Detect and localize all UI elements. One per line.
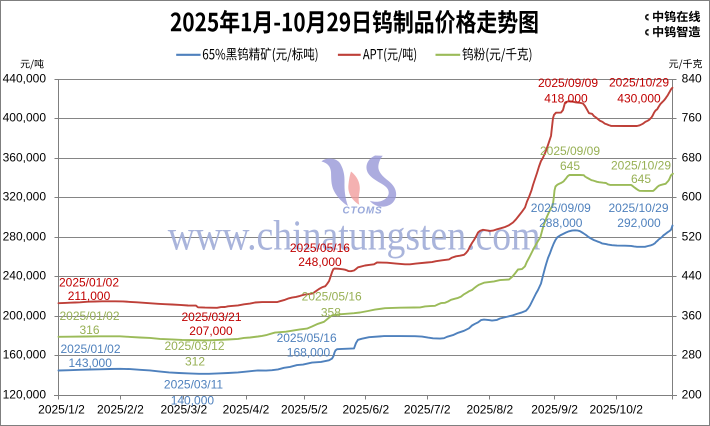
svg-text:248,000: 248,000 <box>298 255 342 269</box>
svg-text:2025/5/2: 2025/5/2 <box>281 402 328 416</box>
svg-text:2025/7/2: 2025/7/2 <box>404 402 451 416</box>
svg-text:2025/03/11: 2025/03/11 <box>164 378 223 392</box>
svg-text:520: 520 <box>682 230 702 244</box>
svg-text:440: 440 <box>682 269 702 283</box>
svg-text:2025/01/02: 2025/01/02 <box>59 275 119 289</box>
svg-text:2025/03/12: 2025/03/12 <box>164 339 224 353</box>
svg-text:2025/4/2: 2025/4/2 <box>223 402 270 416</box>
svg-text:400,000: 400,000 <box>3 111 47 125</box>
svg-text:2025/05/16: 2025/05/16 <box>277 331 337 345</box>
svg-text:360: 360 <box>682 309 702 323</box>
svg-text:288,000: 288,000 <box>539 216 583 230</box>
svg-text:2025/10/29: 2025/10/29 <box>609 76 669 90</box>
svg-text:2025/09/09: 2025/09/09 <box>540 144 600 158</box>
svg-text:2025/01/02: 2025/01/02 <box>60 342 120 356</box>
svg-text:680: 680 <box>682 151 702 165</box>
svg-text:645: 645 <box>560 159 580 173</box>
svg-text:418,000: 418,000 <box>544 91 588 105</box>
svg-text:143,000: 143,000 <box>69 356 113 370</box>
svg-text:840: 840 <box>682 72 702 86</box>
svg-text:292,000: 292,000 <box>617 216 661 230</box>
svg-text:2025/10/2: 2025/10/2 <box>590 402 644 416</box>
svg-text:358: 358 <box>321 305 341 319</box>
svg-text:www.chinatungsten.com: www.chinatungsten.com <box>168 214 541 260</box>
svg-text:440,000: 440,000 <box>3 72 47 86</box>
svg-text:312: 312 <box>185 354 205 368</box>
svg-text:CTOMS: CTOMS <box>343 206 383 217</box>
svg-text:645: 645 <box>631 172 651 186</box>
svg-text:120,000: 120,000 <box>3 388 47 402</box>
svg-text:2025/6/2: 2025/6/2 <box>342 402 389 416</box>
svg-text:240,000: 240,000 <box>3 269 47 283</box>
svg-text:140,000: 140,000 <box>171 393 215 407</box>
svg-text:360,000: 360,000 <box>3 151 47 165</box>
svg-text:2025/01/02: 2025/01/02 <box>59 309 119 323</box>
svg-text:280,000: 280,000 <box>3 230 47 244</box>
svg-text:2025/05/16: 2025/05/16 <box>290 241 350 255</box>
svg-text:207,000: 207,000 <box>189 324 233 338</box>
svg-text:2025/3/2: 2025/3/2 <box>160 402 207 416</box>
svg-text:430,000: 430,000 <box>617 92 661 106</box>
svg-text:2025/05/16: 2025/05/16 <box>302 290 362 304</box>
svg-text:200,000: 200,000 <box>3 309 47 323</box>
svg-text:280: 280 <box>682 348 702 362</box>
svg-text:2025/09/09: 2025/09/09 <box>538 76 598 90</box>
svg-text:2025/09/09: 2025/09/09 <box>531 201 591 215</box>
svg-text:760: 760 <box>682 111 702 125</box>
svg-text:160,000: 160,000 <box>3 348 47 362</box>
svg-text:316: 316 <box>79 323 99 337</box>
svg-text:200: 200 <box>682 388 702 402</box>
svg-text:168,000: 168,000 <box>287 346 331 360</box>
svg-text:2025/10/29: 2025/10/29 <box>611 158 671 172</box>
svg-text:2025/2/2: 2025/2/2 <box>97 402 144 416</box>
svg-text:600: 600 <box>682 190 702 204</box>
svg-text:2025/03/21: 2025/03/21 <box>181 310 241 324</box>
svg-text:211,000: 211,000 <box>68 289 111 303</box>
svg-text:2025/8/2: 2025/8/2 <box>466 402 513 416</box>
svg-text:2025/10/29: 2025/10/29 <box>608 201 668 215</box>
svg-text:320,000: 320,000 <box>3 190 47 204</box>
svg-text:2025/9/2: 2025/9/2 <box>531 402 578 416</box>
svg-text:2025/1/2: 2025/1/2 <box>38 402 85 416</box>
